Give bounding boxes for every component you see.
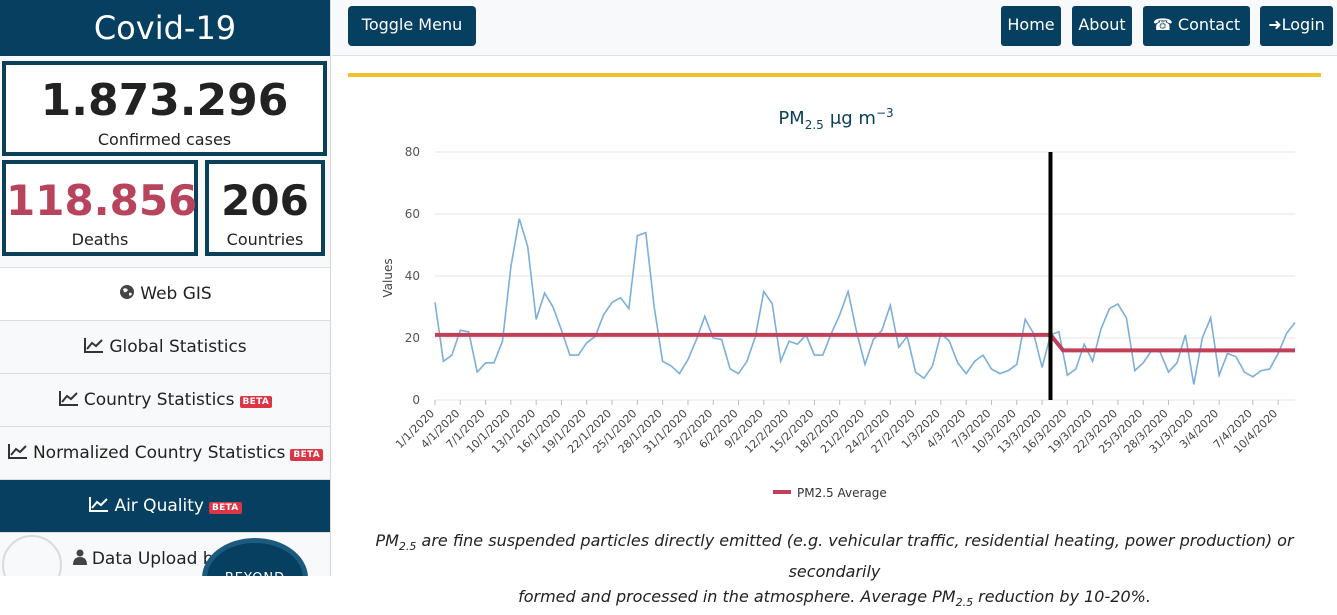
x-axis-ticks: 1/1/20204/1/20207/1/202010/1/202013/1/20… [393, 400, 1280, 456]
caption-pm: PM [375, 531, 399, 550]
beta-badge: BETA [208, 502, 242, 514]
gold-divider [348, 73, 1321, 77]
top-navbar: Toggle Menu Home About ☎ Contact us ➜Log… [332, 0, 1337, 72]
chart-caption: PM2.5 are fine suspended particles direc… [348, 528, 1321, 615]
contact-us-button[interactable]: ☎ Contact us [1143, 6, 1250, 72]
university-seal-logo [2, 535, 62, 576]
login-button[interactable]: ➜Login [1260, 6, 1333, 46]
pm25-chart: PM2.5 μg m−3 0 20 40 60 80 Values 1/1/20204/1… [381, 106, 1296, 500]
sidebar-item-label: Air Quality [114, 496, 204, 516]
globe-icon [119, 284, 135, 304]
sign-in-icon: ➜ [1268, 15, 1282, 34]
caption-sub-1: 2.5 [398, 540, 417, 554]
chart-title-pm: PM [778, 108, 804, 129]
toggle-menu-button[interactable]: Toggle Menu [348, 6, 476, 46]
home-button[interactable]: Home [1001, 6, 1061, 46]
beta-badge: BETA [290, 449, 324, 461]
phone-icon: ☎ [1152, 15, 1173, 34]
contact-us-label: Contact us [1177, 15, 1241, 72]
y-tick-label: 60 [405, 207, 420, 221]
sidebar-item-label: Country Statistics [83, 390, 235, 410]
login-label: Login [1281, 15, 1325, 34]
sidebar-item-label: Web GIS [140, 284, 212, 304]
sidebar-item-label: Normalized Country Statistics [32, 443, 286, 463]
confirmed-cases-card: 1.873.296 Confirmed cases [2, 61, 327, 156]
sidebar-item-normalized-country-statistics[interactable]: Normalized Country Statistics BETA [0, 426, 330, 479]
brand-title[interactable]: Covid-19 [0, 0, 330, 56]
beyond-logo: BEYOND [202, 538, 308, 576]
y-axis-ticks: 0 20 40 60 80 [405, 145, 420, 407]
confirmed-cases-value: 1.873.296 [40, 75, 289, 126]
sidebar-item-data-upload[interactable]: Data Upload by Aut BEYOND [0, 532, 330, 576]
about-button[interactable]: About [1072, 6, 1132, 46]
line-chart-icon [84, 337, 104, 357]
beta-badge: BETA [239, 396, 273, 408]
caption-line-2-end: reduction by 10-20%. [973, 587, 1151, 607]
caption-line-1: are fine suspended particles directly em… [416, 531, 1294, 582]
chart-legend: PM2.5 Average [773, 486, 887, 500]
chart-title-unit: μg m [830, 108, 876, 129]
caption-sub-2: 2.5 [955, 596, 974, 610]
y-axis-label: Values [381, 258, 395, 297]
y-tick-label: 20 [405, 331, 420, 345]
chart-title: PM2.5 μg m−3 [778, 106, 893, 132]
sidebar-item-web-gis[interactable]: Web GIS [0, 267, 330, 320]
chart-series [434, 152, 1296, 400]
y-tick-label: 0 [412, 393, 420, 407]
pm25-average-line [435, 332, 1295, 353]
line-chart-icon [89, 496, 109, 516]
chart-title-exp: −3 [876, 106, 894, 120]
caption-line-2: formed and processed in the atmosphere. … [518, 587, 956, 607]
y-tick-label: 80 [405, 145, 420, 159]
legend-label[interactable]: PM2.5 Average [797, 486, 887, 500]
countries-label: Countries [226, 230, 304, 249]
sidebar-item-air-quality[interactable]: Air Quality BETA [0, 479, 330, 532]
legend-swatch [773, 490, 791, 494]
sidebar: Covid-19 1.873.296 Confirmed cases 118.8… [0, 0, 331, 576]
pm25-daily-line [434, 218, 1296, 385]
user-icon [72, 549, 87, 569]
deaths-value: 118.856 [6, 176, 198, 225]
sidebar-item-country-statistics[interactable]: Country Statistics BETA [0, 373, 330, 426]
line-chart-icon [58, 390, 79, 410]
chart-title-sub: 2.5 [805, 118, 824, 132]
countries-value: 206 [221, 176, 309, 225]
y-tick-label: 40 [405, 269, 420, 283]
sidebar-nav: Web GIS Global Statistics Country Statis… [0, 267, 330, 576]
sidebar-item-global-statistics[interactable]: Global Statistics [0, 320, 330, 373]
sidebar-item-label: Global Statistics [109, 337, 247, 357]
countries-card: 206 Countries [205, 160, 325, 256]
deaths-label: Deaths [71, 230, 129, 249]
deaths-card: 118.856 Deaths [2, 160, 198, 256]
confirmed-cases-label: Confirmed cases [97, 130, 232, 149]
line-chart-icon [7, 443, 28, 463]
